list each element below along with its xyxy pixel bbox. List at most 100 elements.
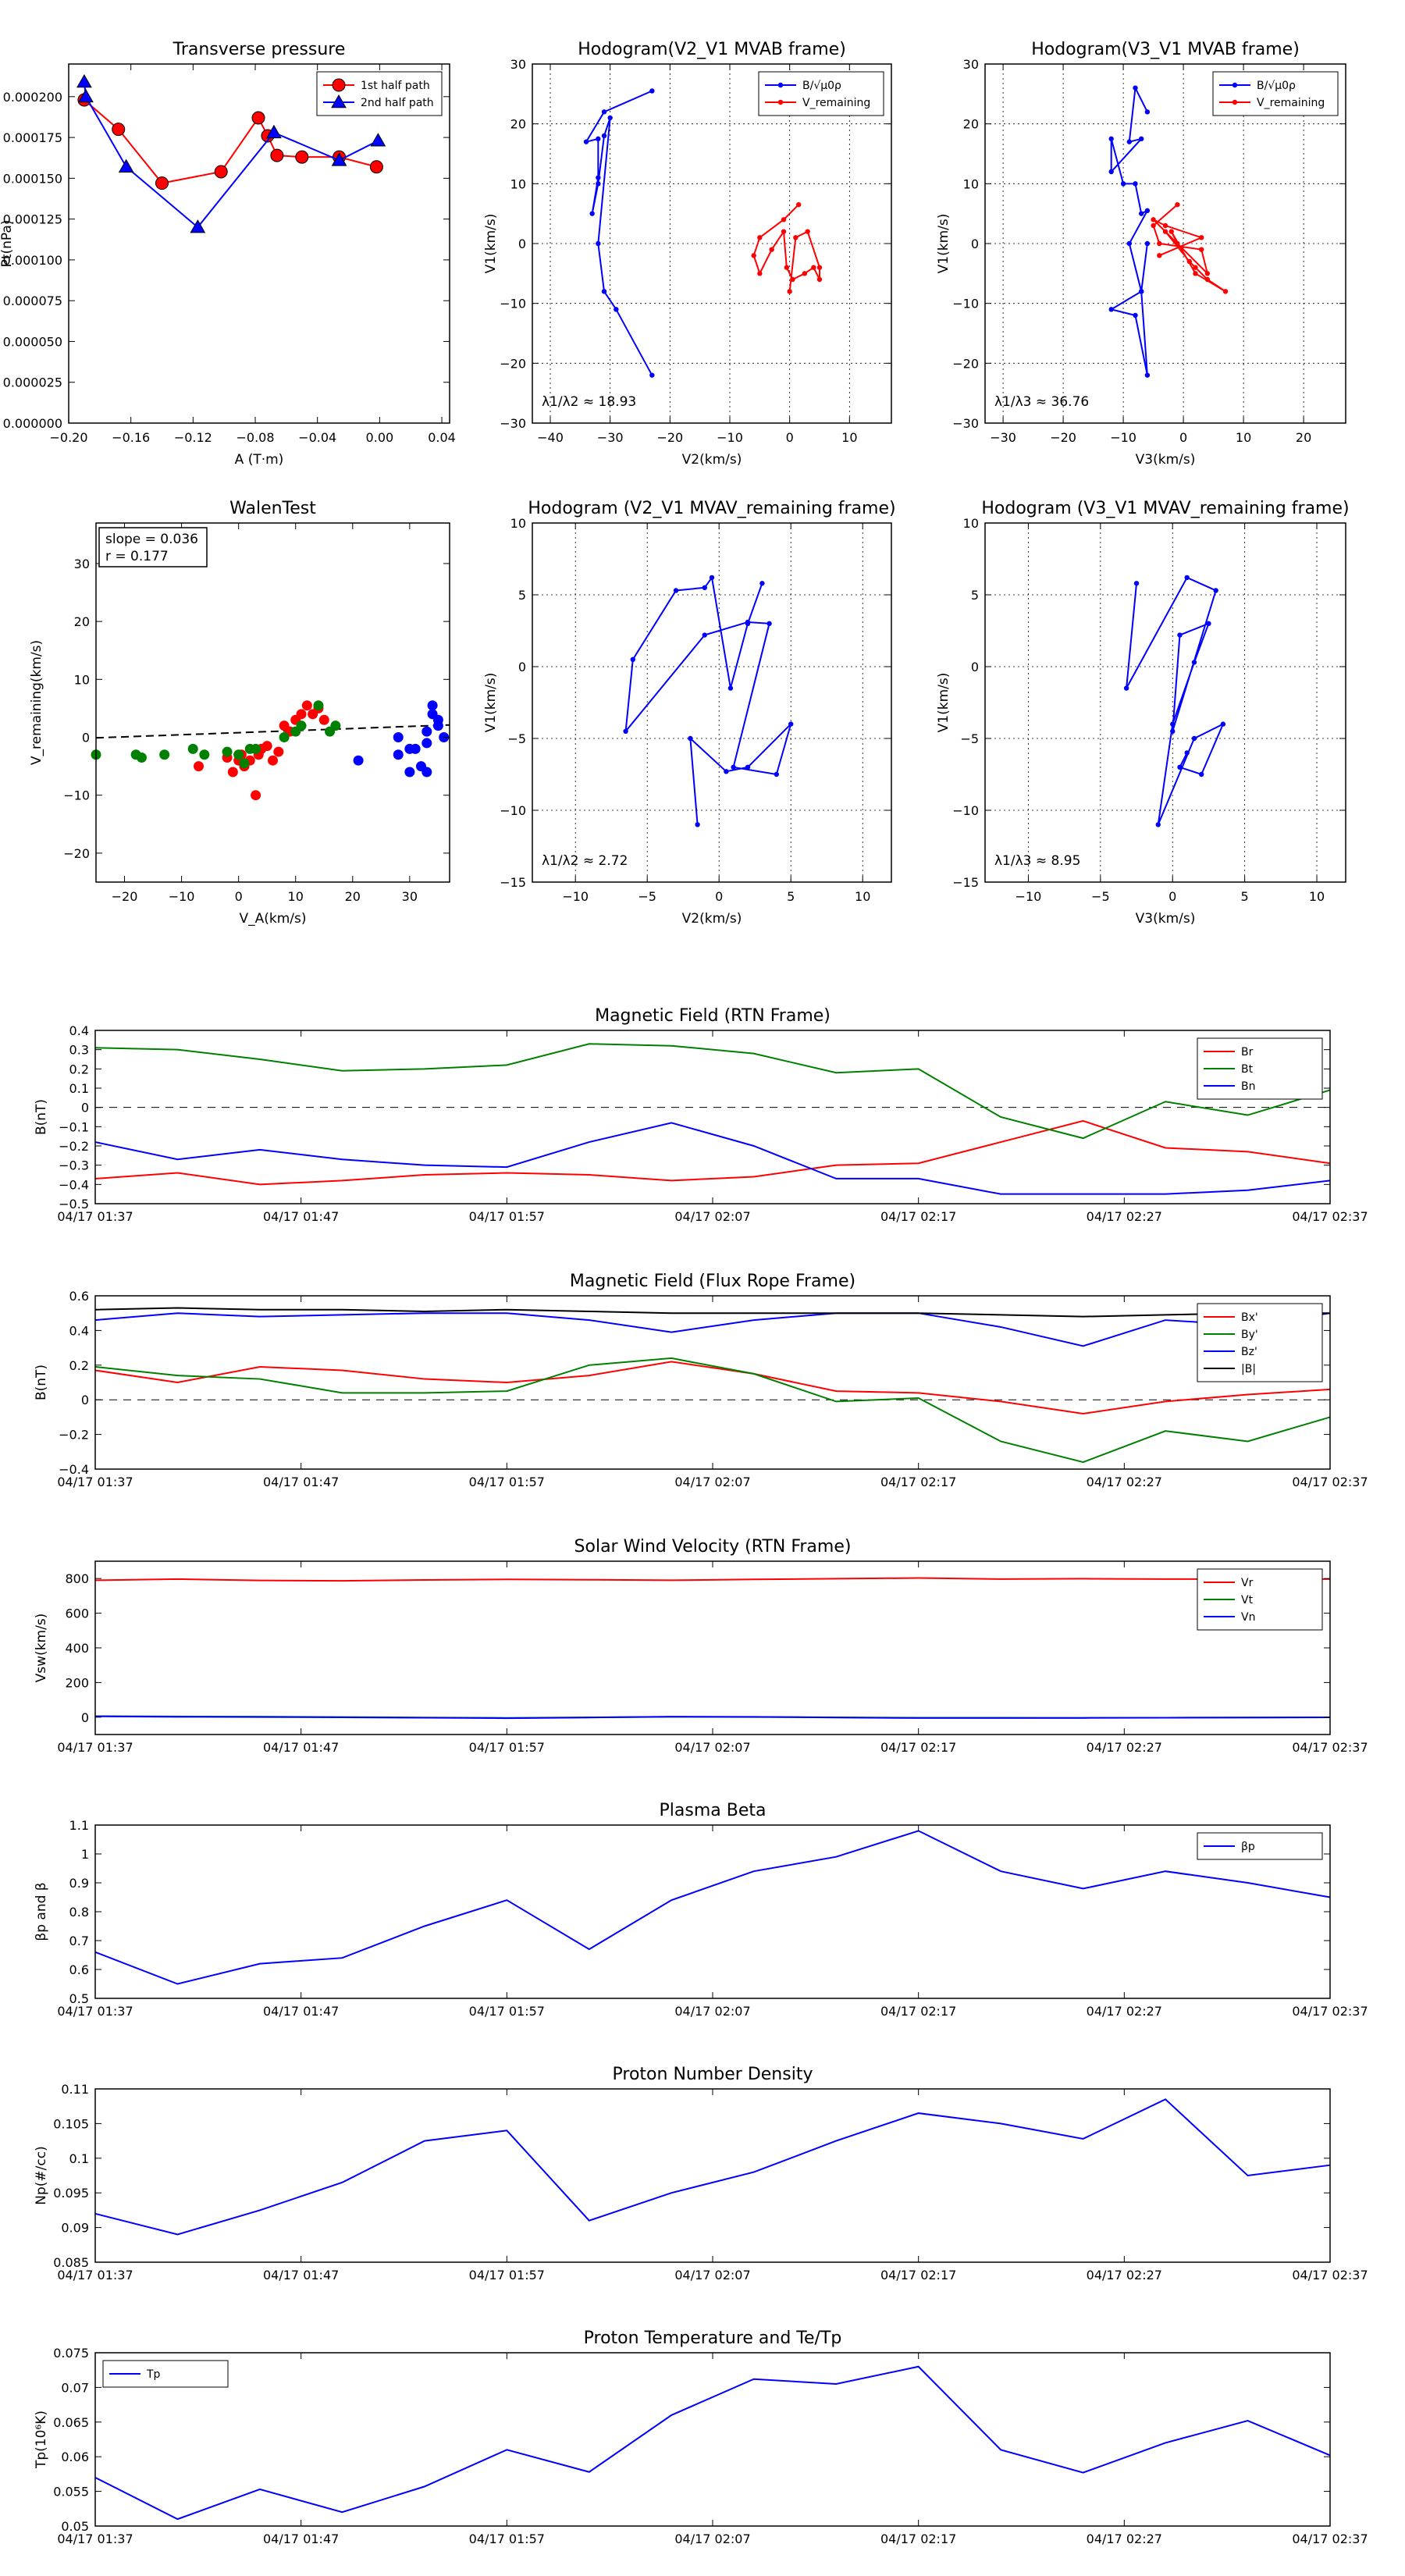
data-point (1139, 211, 1144, 216)
data-point (1133, 181, 1138, 187)
data-point (1126, 240, 1133, 247)
data-point (251, 790, 261, 801)
ratio-annotation: λ1/λ3 ≈ 36.76 (994, 394, 1089, 410)
x-axis-label: V_A(km/s) (239, 911, 306, 927)
data-point (331, 152, 347, 166)
x-tick-label: 04/17 01:57 (469, 2268, 545, 2282)
y-axis-label: V_remaining(km/s) (29, 640, 44, 765)
data-point (313, 700, 324, 711)
data-point (187, 743, 198, 754)
legend-label: Tp (146, 2368, 161, 2381)
data-point (1193, 271, 1198, 276)
series-line (94, 1312, 1331, 1347)
data-point (199, 749, 210, 760)
series-line (94, 1119, 1331, 1186)
data-point (795, 201, 802, 208)
data-point (273, 746, 284, 757)
data-point (251, 743, 261, 754)
chart-panel-1: −40 −30 −20 −10 0 10 −30 −20 −10 0 10 20 30 Hodogram(… (483, 40, 892, 468)
data-point (1157, 253, 1162, 258)
y-axis-label: B(nT) (34, 1364, 49, 1400)
x-tick-label: 04/17 02:17 (880, 1740, 956, 1755)
data-point (630, 656, 635, 662)
data-point (1175, 201, 1180, 208)
chart-panel-9: 04/17 01:37 04/17 01:47 04/17 01:57 04/17 0… (34, 1801, 1368, 2019)
legend-label: Vt (1241, 1594, 1254, 1606)
chart-title: Plasma Beta (660, 1801, 767, 1820)
y-tick-label: −0.2 (59, 1428, 89, 1443)
y-tick-label: 0 (82, 731, 90, 745)
y-tick-label: 0.7 (69, 1934, 89, 1948)
x-tick-label: 5 (1241, 889, 1249, 904)
data-point (1151, 217, 1156, 222)
data-point (596, 181, 601, 187)
y-tick-label: −20 (500, 356, 526, 371)
x-tick-label: −10 (1110, 430, 1136, 445)
y-tick-label: 20 (963, 117, 979, 132)
y-tick-label: 0 (518, 237, 526, 251)
y-tick-label: −5 (507, 731, 526, 746)
legend-label: Bn (1241, 1080, 1255, 1093)
legend-label: V_remaining (802, 97, 870, 109)
y-tick-label: −20 (952, 356, 979, 371)
x-tick-label: 0 (1168, 889, 1176, 904)
x-tick-label: 10 (855, 889, 870, 904)
chart-panel-10: 04/17 01:37 04/17 01:47 04/17 01:57 04/17 0… (34, 2065, 1368, 2282)
y-tick-label: −30 (500, 416, 526, 431)
data-point (793, 235, 799, 240)
data-point (295, 150, 309, 164)
y-tick-label: −0.5 (59, 1197, 89, 1212)
data-point (767, 621, 772, 626)
y-axis-label: Np(#/cc) (34, 2146, 49, 2204)
y-tick-label: 400 (65, 1641, 89, 1656)
series-line (84, 99, 377, 184)
y-tick-label: 0.000175 (3, 130, 62, 145)
data-point (1170, 728, 1176, 734)
y-tick-label: 0.095 (53, 2186, 89, 2201)
data-point (757, 235, 763, 240)
x-axis-label: A (T·m) (235, 452, 284, 468)
x-tick-label: 04/17 02:27 (1087, 2004, 1162, 2019)
x-tick-label: 04/17 01:37 (57, 1475, 133, 1489)
stats-box (98, 527, 208, 568)
data-point (370, 133, 386, 147)
chart-panel-3: −20 −10 0 10 20 30 −20 −10 0 10 20 30 WalenTest V_A(k… (29, 499, 450, 927)
data-point (222, 746, 233, 757)
x-tick-label: 04/17 01:47 (263, 1740, 339, 1755)
y-tick-label: 0.055 (53, 2485, 89, 2500)
series-line (94, 1830, 1331, 1985)
data-point (751, 253, 756, 258)
data-point (393, 732, 404, 743)
data-point (1177, 764, 1183, 770)
y-tick-label: 0 (971, 237, 979, 251)
data-point (774, 771, 779, 777)
y-tick-label: 10 (510, 516, 526, 531)
chart-title: Solar Wind Velocity (RTN Frame) (574, 1537, 852, 1557)
x-axis-label: V2(km/s) (682, 911, 742, 927)
stats-text: slope = 0.036 (105, 532, 198, 547)
data-point (1162, 229, 1168, 234)
x-tick-label: −30 (597, 430, 624, 445)
data-point (1151, 222, 1156, 229)
x-tick-label: 04/17 02:07 (674, 1740, 750, 1755)
chart-title: Magnetic Field (Flux Rope Frame) (570, 1272, 855, 1291)
chart-title: Proton Number Density (613, 2065, 813, 2084)
series-line (94, 1577, 1331, 1582)
legend-marker (777, 99, 784, 105)
data-point (1191, 660, 1197, 665)
x-tick-label: 04/17 01:47 (263, 1475, 339, 1489)
x-tick-label: 04/17 02:17 (880, 1209, 956, 1224)
data-point (279, 732, 290, 743)
data-point (607, 115, 613, 121)
x-tick-label: 04/17 02:27 (1087, 1740, 1162, 1755)
ratio-annotation: λ1/λ3 ≈ 8.95 (994, 853, 1080, 869)
data-point (427, 700, 438, 711)
y-tick-label: 200 (65, 1675, 89, 1690)
data-point (410, 743, 421, 754)
chart-title: Hodogram(V3_V1 MVAB frame) (1031, 40, 1300, 59)
y-tick-label: −10 (952, 803, 979, 818)
legend-label: By' (1241, 1329, 1258, 1341)
data-point (759, 581, 765, 586)
y-tick-label: 20 (74, 614, 90, 629)
